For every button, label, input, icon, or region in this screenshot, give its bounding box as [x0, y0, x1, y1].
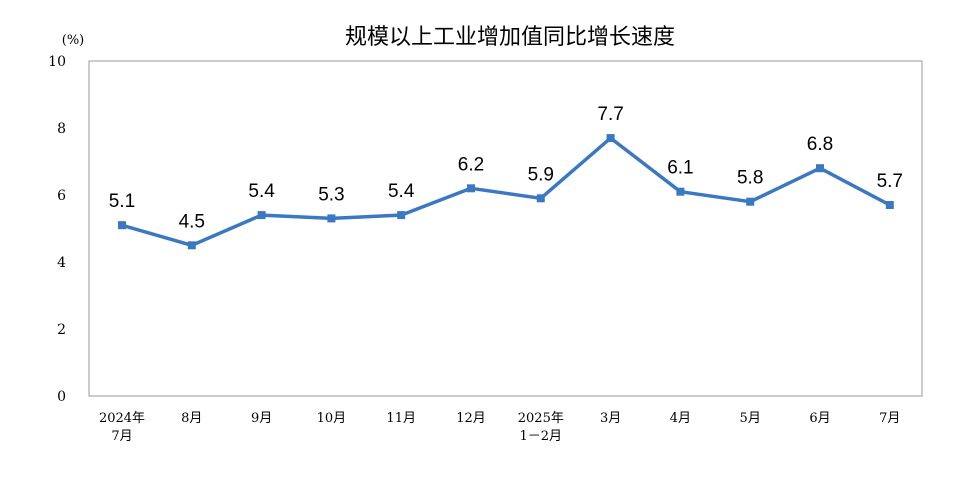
- x-tick-label-line: 1－2月: [520, 429, 563, 444]
- x-tick-label: 6月: [809, 411, 830, 426]
- x-tick-label: 11月: [386, 411, 416, 426]
- data-label: 6.8: [807, 134, 833, 155]
- y-tick-label: 8: [57, 121, 66, 137]
- data-label: 5.4: [388, 181, 415, 202]
- data-point-marker: [257, 211, 266, 220]
- data-label: 5.4: [248, 181, 275, 202]
- x-tick-label-line: 3月: [600, 411, 621, 426]
- y-axis-ticks: 0 2 4 6 8 10: [48, 54, 66, 405]
- series-line: [120, 136, 892, 248]
- y-tick-label: 0: [57, 389, 66, 405]
- x-tick-label-line: 7月: [111, 429, 132, 444]
- data-point-marker: [746, 197, 755, 206]
- data-point-marker: [118, 221, 126, 230]
- x-tick-label-line: 8月: [181, 411, 202, 426]
- x-tick-label: 9月: [251, 411, 272, 426]
- x-tick-label: 12月: [456, 411, 486, 426]
- data-label: 4.5: [179, 211, 205, 232]
- x-tick-label: 10月: [317, 411, 347, 426]
- x-tick-label: 3月: [600, 411, 621, 426]
- x-tick-label-line: 9月: [251, 411, 272, 426]
- x-axis-ticks: 2024年 7月 8月 9月 10月 11月 12月 2025年 1－2月 3月 4月 5月 6月 7月: [99, 411, 900, 444]
- data-point-marker: [606, 134, 615, 143]
- x-tick-label-line: 4月: [670, 411, 691, 426]
- x-tick-label-line: 11月: [386, 411, 416, 426]
- series-group: [118, 134, 894, 250]
- data-point-marker: [816, 164, 824, 173]
- data-label: 6.1: [667, 158, 693, 179]
- data-label: 5.3: [318, 184, 344, 205]
- data-point-marker: [885, 201, 894, 209]
- plot-area-frame: [88, 60, 923, 397]
- y-tick-label: 10: [48, 54, 66, 70]
- x-tick-label-line: 5月: [740, 411, 761, 426]
- data-point-marker: [327, 214, 336, 223]
- data-label: 6.2: [458, 154, 484, 175]
- x-tick-label-line: 2025年: [518, 411, 564, 426]
- x-tick-label-line: 2024年: [99, 411, 145, 426]
- x-tick-label-line: 7月: [879, 411, 900, 426]
- data-label: 5.9: [528, 164, 554, 185]
- y-tick-label: 4: [57, 255, 66, 271]
- x-tick-label: 4月: [670, 411, 691, 426]
- data-label: 5.1: [109, 191, 135, 212]
- data-labels: 5.1 4.5 5.4 5.3 5.4 6.2 5.9 7.7 6.1 5.8 6.8 5.7: [109, 104, 903, 232]
- y-tick-label: 2: [57, 322, 66, 338]
- data-point-marker: [187, 241, 196, 250]
- x-tick-label-line: 6月: [809, 411, 830, 426]
- x-tick-label: 7月: [879, 411, 900, 426]
- data-point-marker: [676, 187, 685, 196]
- data-point-marker: [397, 211, 406, 220]
- x-tick-label: 2025年 1－2月: [518, 411, 564, 444]
- chart-title: 规模以上工业增加值同比增长速度: [345, 25, 675, 50]
- data-label: 5.8: [737, 168, 763, 189]
- data-label: 7.7: [597, 104, 623, 125]
- x-tick-label-line: 12月: [456, 411, 486, 426]
- x-tick-label: 8月: [181, 411, 202, 426]
- x-tick-label: 2024年 7月: [99, 411, 145, 444]
- data-point-marker: [467, 184, 475, 193]
- y-tick-label: 6: [57, 188, 66, 204]
- data-point-marker: [536, 194, 545, 203]
- x-tick-label: 5月: [740, 411, 761, 426]
- y-axis-unit-label: (%): [62, 33, 85, 48]
- data-label: 5.7: [877, 171, 903, 192]
- x-tick-label-line: 10月: [317, 411, 347, 426]
